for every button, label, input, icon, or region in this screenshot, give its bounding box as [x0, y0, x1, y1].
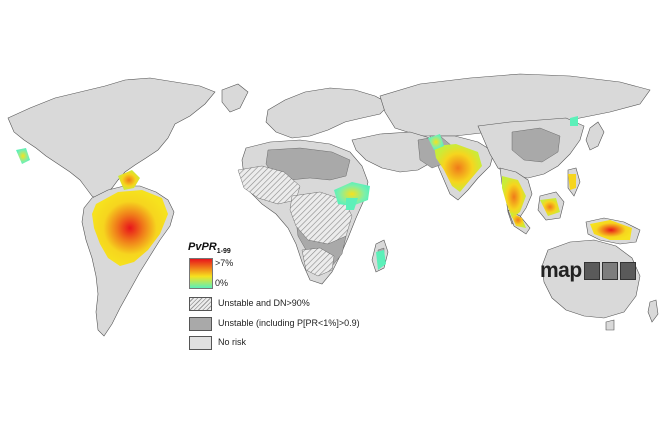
legend-max-label: >7%	[215, 258, 234, 268]
hatched-southern-africa	[301, 247, 335, 277]
legend-min-label: 0%	[215, 278, 229, 288]
legend-swatch-unstable	[189, 317, 212, 331]
legend-gradient-bar	[189, 258, 213, 289]
greenland	[221, 83, 249, 113]
risk-ethiopia-edge	[346, 198, 358, 210]
japan	[585, 121, 605, 151]
risk-mexico	[16, 148, 30, 164]
unstable-china	[511, 127, 561, 163]
risk-pakistan	[428, 134, 444, 150]
risk-madagascar	[376, 250, 386, 270]
risk-amazon	[92, 190, 168, 266]
legend-swatch-no-risk	[189, 336, 212, 350]
risk-india	[434, 144, 482, 192]
legend-label-no-risk: No risk	[218, 337, 247, 347]
logo-tile-icon	[601, 262, 618, 280]
north-america	[7, 77, 216, 201]
risk-surfaces	[16, 116, 632, 270]
new-zealand	[647, 299, 659, 323]
legend-title-sub: 1-99	[216, 248, 231, 256]
risk-korea	[570, 116, 578, 126]
risk-borneo	[540, 198, 560, 216]
logo-text: map	[540, 259, 582, 282]
tasmania	[605, 319, 615, 331]
legend-swatch-hatched	[189, 297, 212, 311]
risk-horn-africa	[334, 182, 370, 206]
map-logo: map	[540, 259, 636, 282]
risk-sumatra	[510, 212, 526, 228]
risk-philippines	[568, 174, 576, 190]
europe	[265, 87, 391, 139]
legend-title-main: PvPR	[188, 241, 217, 253]
logo-tile-icon	[619, 262, 636, 280]
legend-title: PvPR1-99	[188, 241, 231, 255]
risk-southeast-asia	[502, 176, 526, 218]
hatched-central-africa	[289, 191, 353, 245]
logo-tile-icon	[583, 262, 600, 280]
risk-central-america	[118, 170, 140, 190]
risk-new-guinea	[590, 220, 632, 240]
legend-label-unstable: Unstable (including P[PR<1%]>0.9)	[218, 318, 360, 328]
hatched-areas	[237, 165, 353, 277]
legend-label-hatched: Unstable and DN>90%	[218, 298, 310, 308]
